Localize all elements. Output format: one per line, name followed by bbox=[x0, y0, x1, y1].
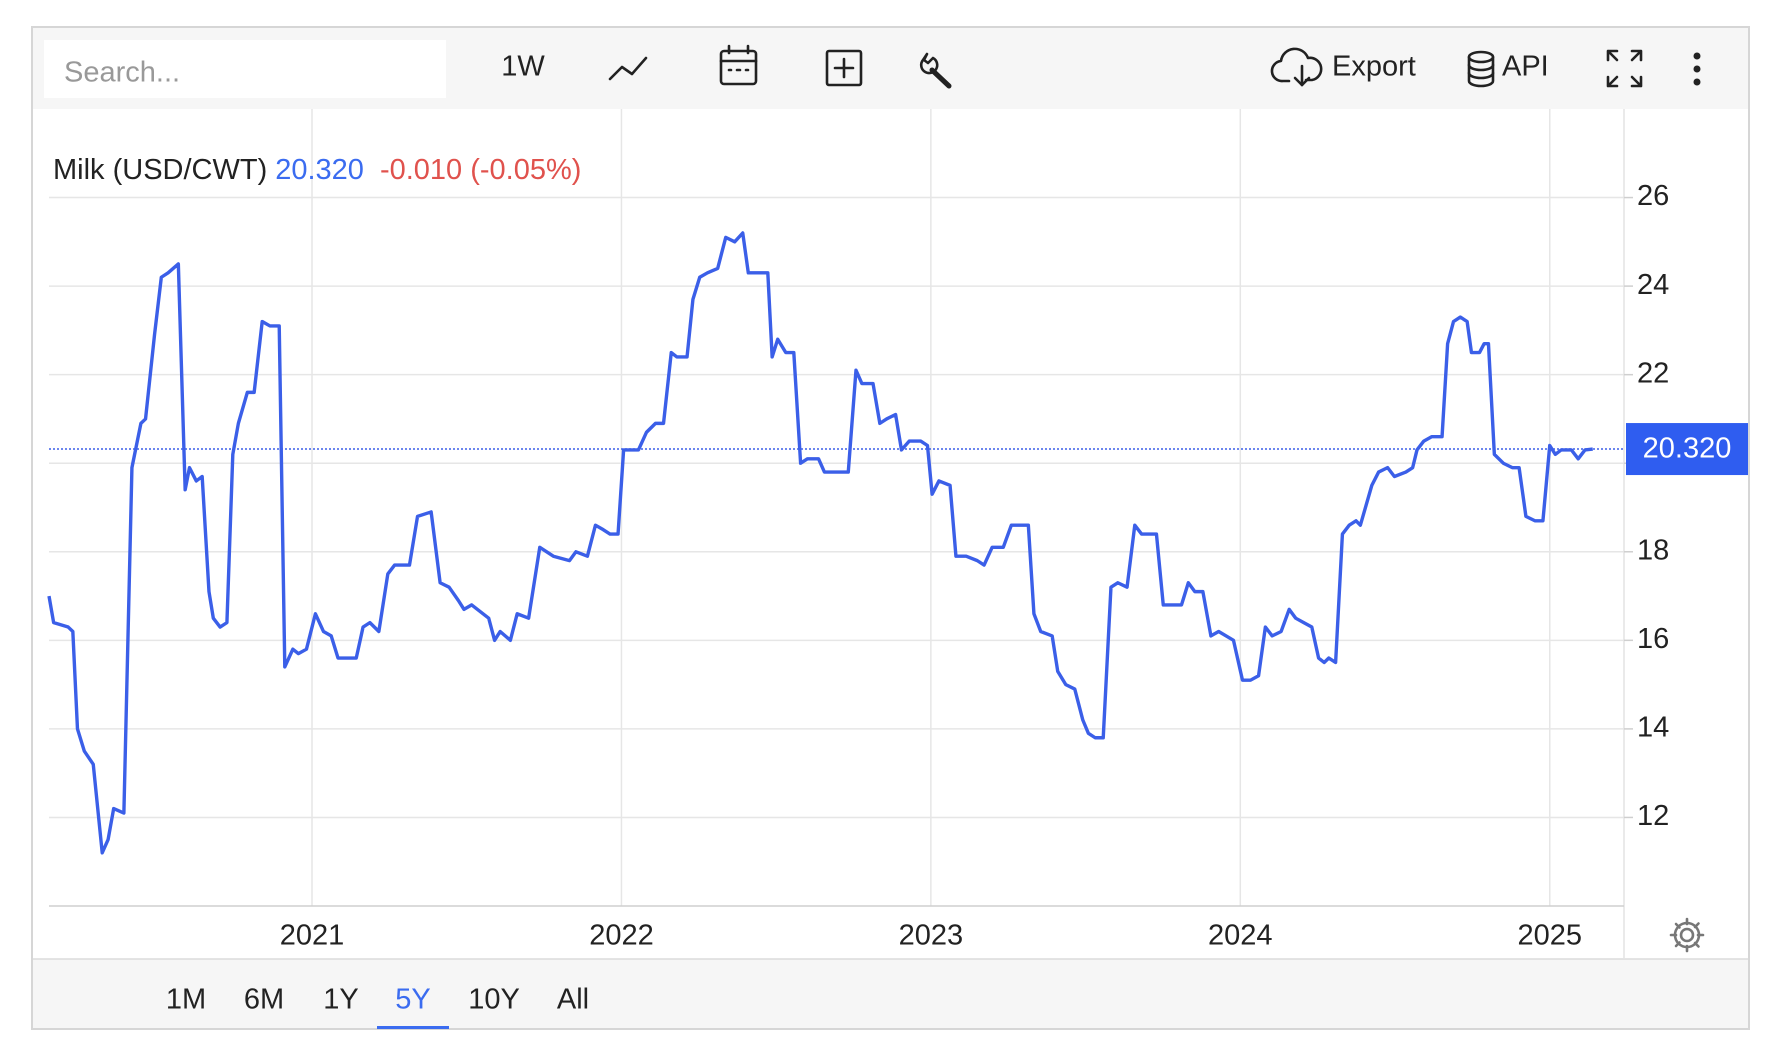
range-active-underline bbox=[377, 1026, 449, 1029]
search-placeholder: Search... bbox=[64, 57, 180, 89]
range-button[interactable]: 6M bbox=[244, 984, 284, 1016]
range-button[interactable]: All bbox=[557, 984, 589, 1016]
api-icon[interactable] bbox=[1467, 50, 1495, 88]
api-button[interactable]: API bbox=[1502, 51, 1549, 83]
y-tick-label: 26 bbox=[1637, 180, 1669, 212]
calendar-button[interactable] bbox=[719, 44, 758, 86]
y-tick-label: 16 bbox=[1637, 623, 1669, 655]
x-tick-label: 2025 bbox=[1517, 920, 1582, 952]
range-button-label[interactable]: 1M bbox=[166, 984, 206, 1016]
range-button[interactable]: 1Y bbox=[323, 984, 358, 1016]
y-tick-label: 22 bbox=[1637, 357, 1669, 389]
chart-type-button[interactable] bbox=[608, 56, 648, 81]
last-price: 20.320 bbox=[275, 154, 364, 186]
search-box[interactable]: Search... bbox=[44, 40, 446, 98]
tools-button[interactable] bbox=[919, 52, 952, 89]
x-tick-label: 2022 bbox=[589, 920, 654, 952]
more-button[interactable] bbox=[1693, 52, 1701, 86]
chart-header: Milk (USD/CWT) 20.320 -0.010 (-0.05%) bbox=[53, 154, 581, 186]
add-button[interactable] bbox=[825, 49, 863, 87]
x-tick-label: 2024 bbox=[1208, 920, 1273, 952]
x-tick-label: 2021 bbox=[280, 920, 345, 952]
y-tick-label: 24 bbox=[1637, 269, 1669, 301]
range-button-label[interactable]: 5Y bbox=[395, 984, 430, 1016]
range-button[interactable]: 1M bbox=[166, 984, 206, 1016]
price-change: -0.010 (-0.05%) bbox=[380, 154, 582, 186]
range-button[interactable]: 10Y bbox=[468, 984, 520, 1016]
search-field[interactable] bbox=[44, 40, 446, 98]
export-button[interactable]: Export bbox=[1332, 51, 1416, 83]
fullscreen-button[interactable] bbox=[1606, 49, 1643, 88]
range-button[interactable]: 5Y bbox=[377, 984, 449, 1029]
y-tick-label: 18 bbox=[1637, 534, 1669, 566]
y-tick-label: 12 bbox=[1637, 800, 1669, 832]
price-line bbox=[47, 231, 1593, 855]
chart-title: Milk (USD/CWT) bbox=[53, 154, 267, 186]
range-button-label[interactable]: 6M bbox=[244, 984, 284, 1016]
widget-frame bbox=[31, 26, 1750, 1030]
settings-button[interactable] bbox=[1669, 917, 1705, 953]
range-button-label[interactable]: 1Y bbox=[323, 984, 358, 1016]
export-icon[interactable] bbox=[1270, 47, 1323, 87]
range-bar bbox=[33, 959, 1748, 1028]
x-tick-label: 2023 bbox=[899, 920, 964, 952]
last-price-badge-label: 20.320 bbox=[1643, 433, 1732, 465]
interval-button[interactable]: 1W bbox=[501, 51, 545, 83]
grid bbox=[49, 109, 1624, 906]
range-button-label[interactable]: 10Y bbox=[468, 984, 520, 1016]
range-button-label[interactable]: All bbox=[557, 984, 589, 1016]
last-price-badge bbox=[1626, 423, 1748, 476]
y-tick-label: 14 bbox=[1637, 712, 1669, 744]
